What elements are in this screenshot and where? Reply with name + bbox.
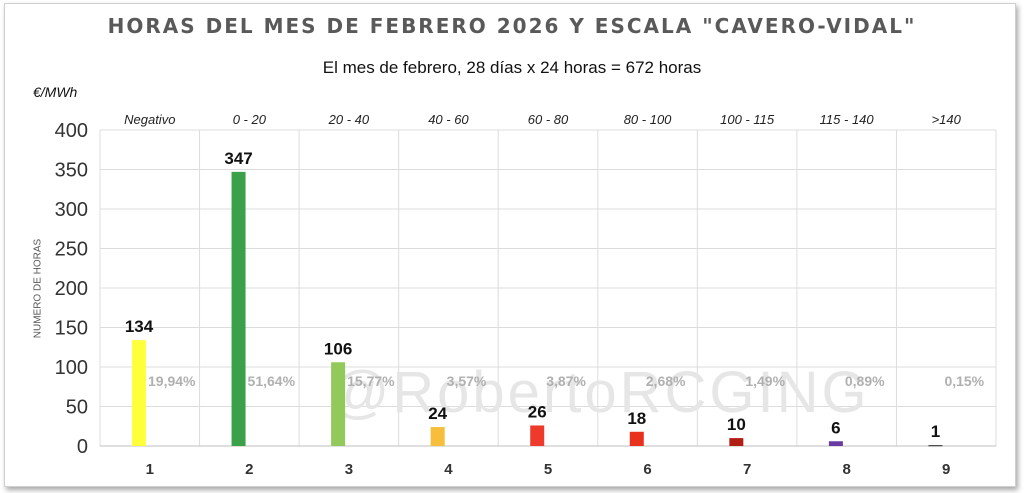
range-label: 40 - 60 bbox=[428, 112, 469, 127]
percent-label: 2,68% bbox=[646, 373, 686, 389]
bar bbox=[430, 427, 445, 446]
bar bbox=[828, 441, 843, 446]
range-label: Negativo bbox=[124, 112, 175, 127]
bar bbox=[928, 445, 943, 447]
range-label: 115 - 140 bbox=[820, 112, 875, 127]
x-tick-label: 1 bbox=[146, 461, 154, 478]
x-tick-label: 5 bbox=[544, 461, 552, 478]
range-label: 80 - 100 bbox=[624, 112, 672, 127]
bar bbox=[231, 171, 246, 446]
value-label: 106 bbox=[324, 339, 352, 358]
value-label: 1 bbox=[931, 422, 940, 441]
y-tick-label: 300 bbox=[55, 199, 88, 221]
y-tick-label: 250 bbox=[55, 239, 88, 261]
value-label: 134 bbox=[125, 317, 154, 336]
chart-title: HORAS DEL MES DE FEBRERO 2026 Y ESCALA "… bbox=[107, 14, 917, 38]
y-tick-label: 100 bbox=[55, 357, 88, 379]
x-tick-label: 4 bbox=[444, 461, 453, 478]
y-tick-label: 350 bbox=[55, 160, 88, 182]
percent-label: 3,57% bbox=[447, 373, 487, 389]
x-tick-label: 6 bbox=[643, 461, 651, 478]
value-label: 18 bbox=[627, 409, 646, 428]
range-label: 0 - 20 bbox=[233, 112, 267, 127]
value-label: 347 bbox=[224, 149, 252, 168]
y-tick-label: 50 bbox=[66, 397, 88, 419]
value-label: 26 bbox=[528, 402, 547, 421]
bar bbox=[629, 431, 644, 446]
x-tick-label: 3 bbox=[345, 461, 353, 478]
x-tick-label: 2 bbox=[245, 461, 253, 478]
y-tick-label: 400 bbox=[55, 120, 88, 142]
range-label: 20 - 40 bbox=[328, 112, 370, 127]
range-label: 100 - 115 bbox=[720, 112, 775, 127]
y-tick-label: 150 bbox=[55, 318, 88, 340]
chart-subtitle: El mes de febrero, 28 días x 24 horas = … bbox=[322, 58, 702, 77]
value-label: 24 bbox=[428, 404, 447, 423]
value-label: 6 bbox=[831, 418, 840, 437]
bar bbox=[530, 425, 545, 446]
value-label: 10 bbox=[727, 415, 746, 434]
range-label: 60 - 80 bbox=[528, 112, 569, 127]
percent-label: 19,94% bbox=[148, 373, 196, 389]
bar bbox=[331, 362, 346, 446]
bar bbox=[729, 438, 744, 446]
percent-label: 3,87% bbox=[546, 373, 586, 389]
bar bbox=[132, 340, 146, 446]
y-tick-label: 0 bbox=[77, 436, 88, 458]
watermark: @RobertoRCGING bbox=[330, 360, 869, 425]
percent-label: 0,89% bbox=[845, 373, 885, 389]
percent-label: 15,77% bbox=[347, 373, 395, 389]
y-tick-label: 200 bbox=[55, 278, 88, 300]
range-label: >140 bbox=[932, 112, 962, 127]
x-tick-label: 7 bbox=[743, 461, 751, 478]
x-tick-label: 8 bbox=[842, 461, 850, 478]
percent-label: 51,64% bbox=[248, 373, 296, 389]
x-tick-label: 9 bbox=[942, 461, 950, 478]
percent-label: 0,15% bbox=[944, 373, 984, 389]
percent-label: 1,49% bbox=[745, 373, 785, 389]
unit-label: €/MWh bbox=[33, 84, 78, 100]
